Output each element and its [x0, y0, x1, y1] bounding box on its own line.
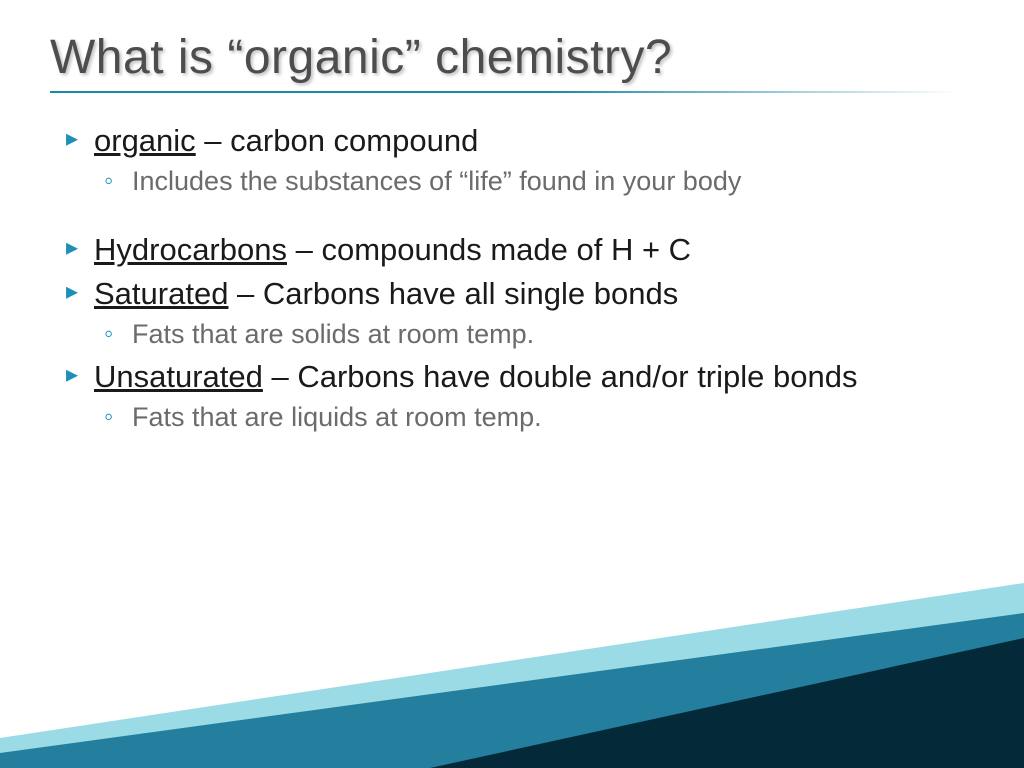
- sub-list: Fats that are liquids at room temp.: [94, 399, 974, 435]
- definition: – carbon compound: [196, 123, 479, 158]
- term: organic: [94, 123, 196, 158]
- sub-item: Fats that are liquids at room temp.: [104, 399, 974, 435]
- title-underline: [50, 91, 960, 93]
- sub-list: Includes the substances of “life” found …: [94, 163, 974, 199]
- sub-item: Fats that are solids at room temp.: [104, 316, 974, 352]
- slide-title: What is “organic” chemistry?: [50, 30, 974, 85]
- sub-item: Includes the substances of “life” found …: [104, 163, 974, 199]
- bullet-item: Unsaturated – Carbons have double and/or…: [66, 357, 974, 436]
- term: Saturated: [94, 276, 228, 311]
- bullet-list: organic – carbon compound Includes the s…: [66, 121, 974, 436]
- definition: – Carbons have double and/or triple bond…: [263, 359, 858, 394]
- definition: – Carbons have all single bonds: [228, 276, 678, 311]
- sub-list: Fats that are solids at room temp.: [94, 316, 974, 352]
- slide: What is “organic” chemistry? organic – c…: [0, 0, 1024, 768]
- definition: – compounds made of H + C: [287, 232, 691, 267]
- term: Hydrocarbons: [94, 232, 287, 267]
- term: Unsaturated: [94, 359, 263, 394]
- slide-content: organic – carbon compound Includes the s…: [50, 121, 974, 436]
- bullet-item: Hydrocarbons – compounds made of H + C: [66, 230, 974, 270]
- spacer: [66, 204, 974, 230]
- bullet-item: Saturated – Carbons have all single bond…: [66, 274, 974, 353]
- corner-decoration: [0, 578, 1024, 768]
- bullet-item: organic – carbon compound Includes the s…: [66, 121, 974, 200]
